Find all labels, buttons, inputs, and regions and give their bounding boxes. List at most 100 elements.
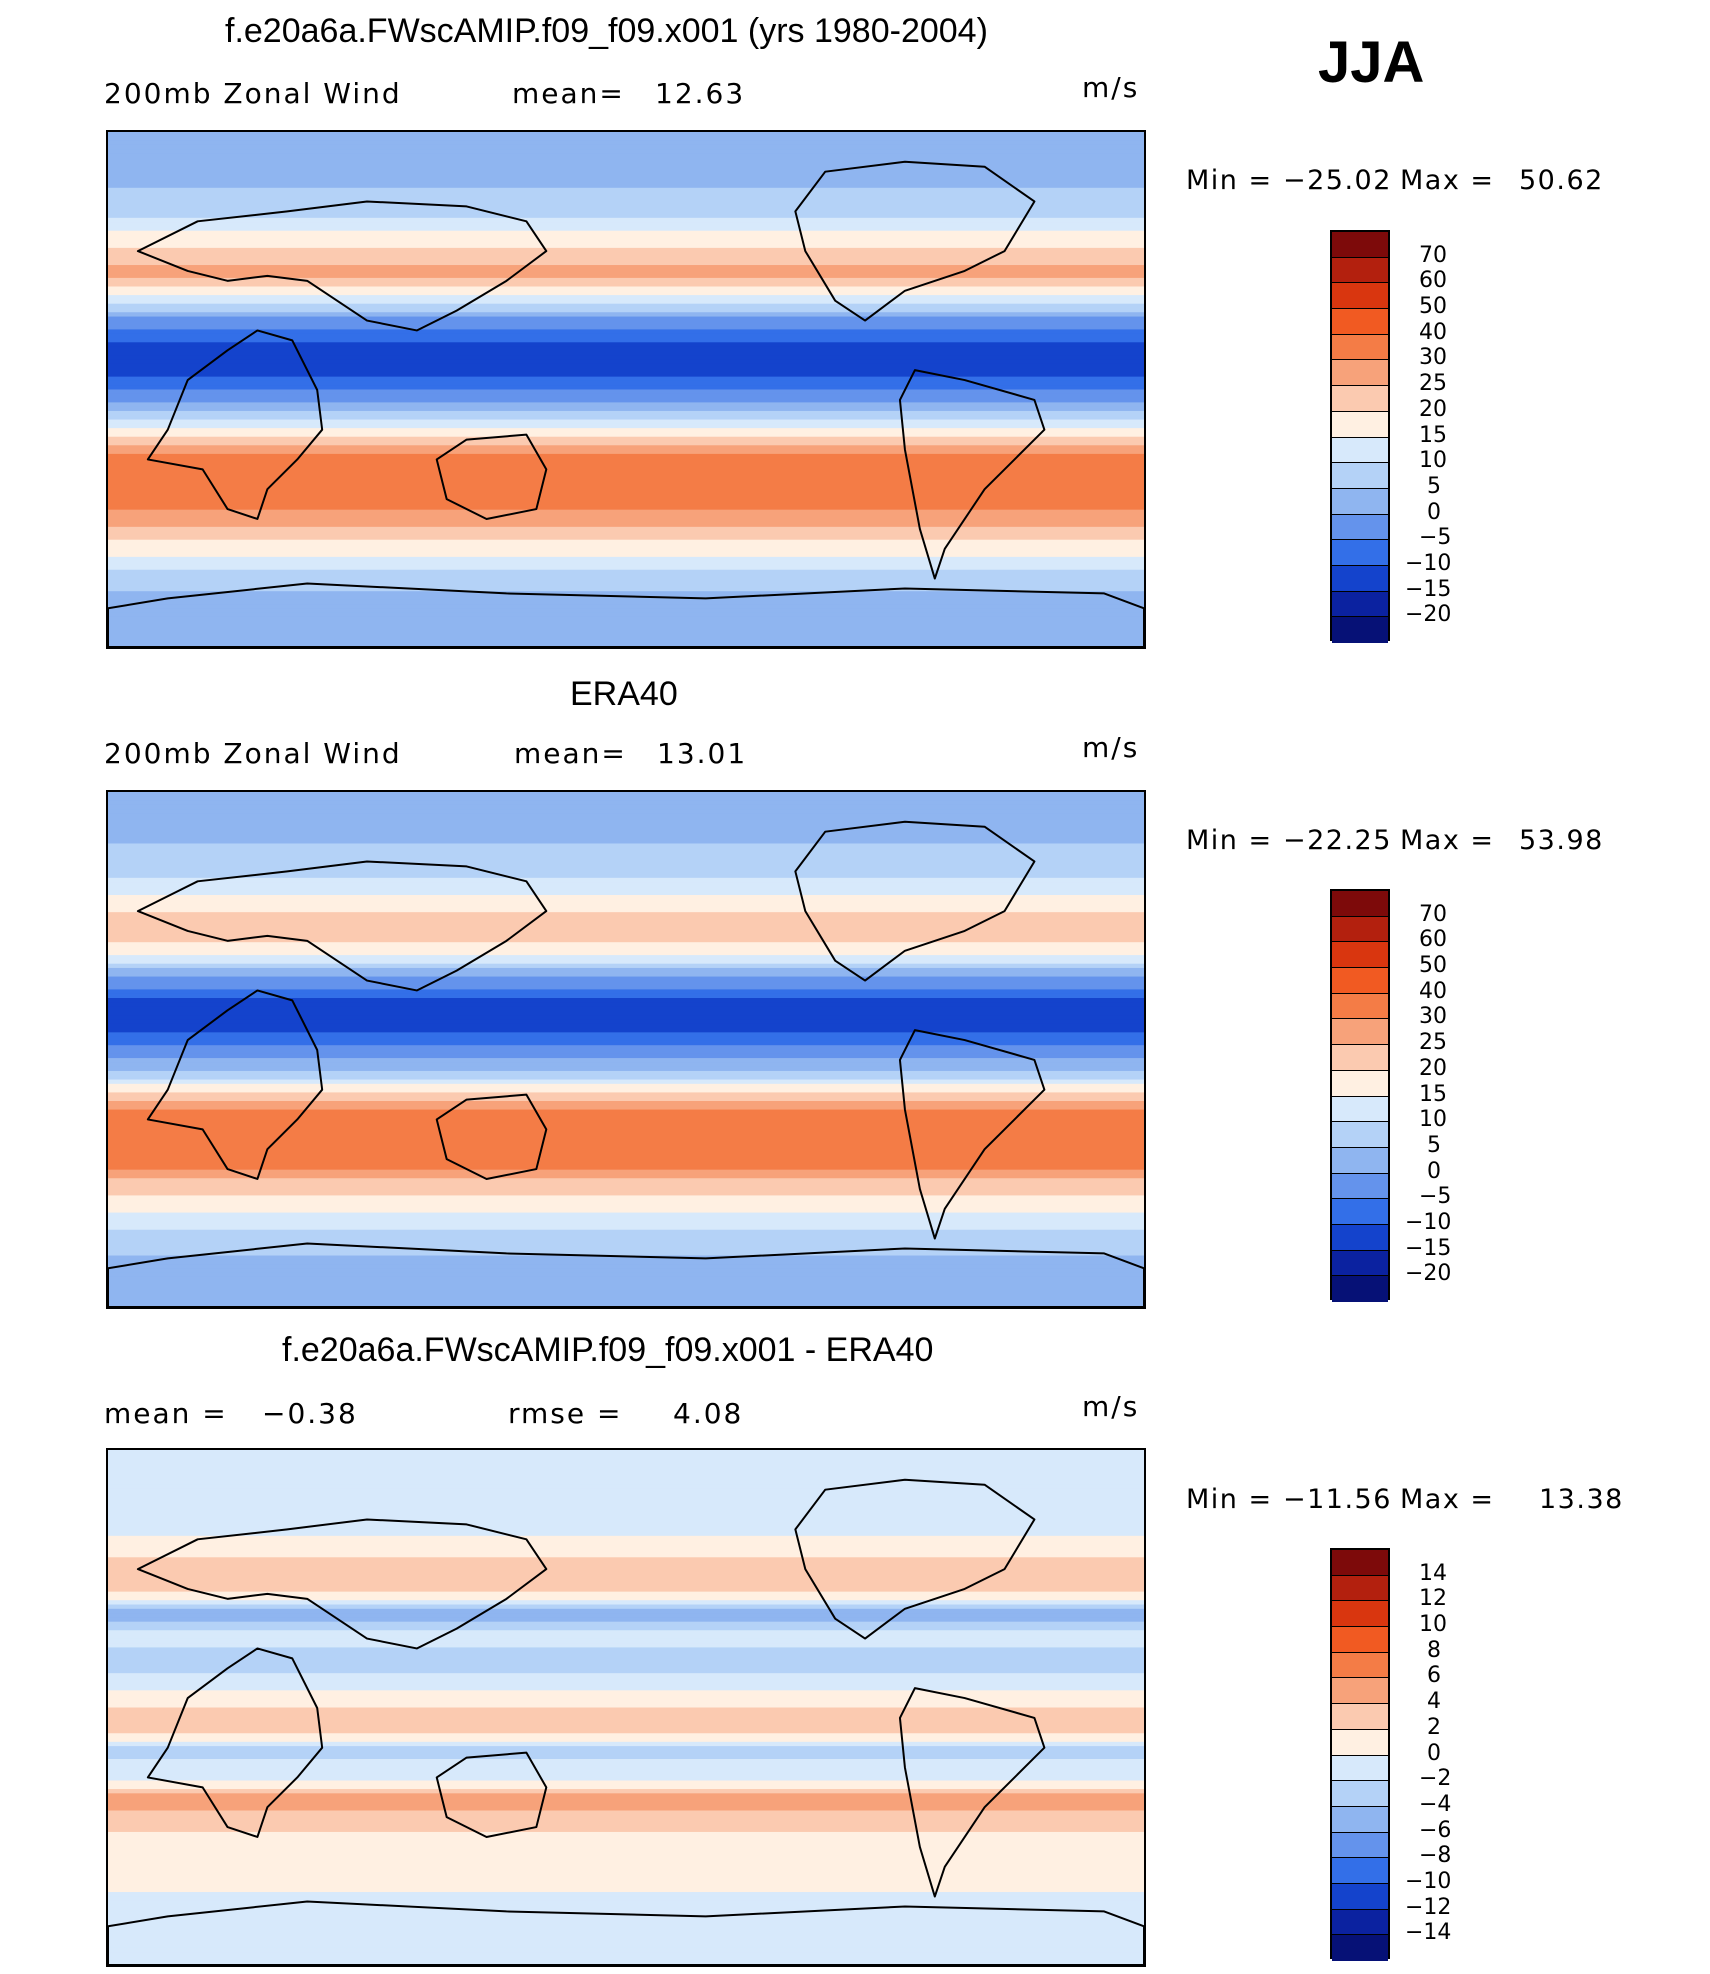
colorbar-swatch — [1332, 1781, 1388, 1807]
colorbar-tick-label: −8 — [1419, 1843, 1452, 1869]
contour-band — [108, 830, 1144, 836]
contour-band — [108, 937, 1144, 943]
contour-band — [108, 1246, 1144, 1252]
contour-band — [108, 972, 1144, 978]
contour-band — [108, 834, 1144, 840]
contour-band — [108, 1480, 1144, 1485]
contour-band — [108, 1934, 1144, 1940]
panel3-max-value: 13.38 — [1539, 1484, 1624, 1515]
contour-band — [108, 1694, 1144, 1700]
contour-band — [108, 1909, 1144, 1915]
contour-band — [108, 1643, 1144, 1649]
contour-band — [108, 839, 1144, 845]
contour-band — [108, 800, 1144, 806]
colorbar-swatch — [1332, 283, 1388, 310]
contour-band — [108, 157, 1144, 163]
contour-band — [108, 402, 1144, 408]
contour-band — [108, 629, 1144, 635]
colorbar-swatch — [1332, 334, 1388, 361]
colorbar-tick-label: −5 — [1419, 1184, 1452, 1210]
contour-band — [108, 196, 1144, 202]
colorbar-tick-label: 40 — [1419, 319, 1447, 345]
panel2-map — [106, 790, 1146, 1309]
contour-band — [108, 243, 1144, 249]
contour-band — [108, 950, 1144, 956]
contour-band — [108, 804, 1144, 810]
colorbar-tick-label: 15 — [1419, 1081, 1447, 1107]
contour-band — [108, 1724, 1144, 1730]
colorbar-swatch — [1332, 1173, 1388, 1200]
contour-band — [108, 616, 1144, 622]
colorbar-tick-label: −14 — [1405, 1920, 1452, 1946]
contour-band — [108, 929, 1144, 935]
contour-band — [108, 1105, 1144, 1111]
contour-band — [108, 599, 1144, 605]
contour-band — [108, 1587, 1144, 1593]
colorbar-tick-label: −12 — [1405, 1894, 1452, 1920]
contour-band — [108, 1182, 1144, 1188]
contour-band — [108, 1186, 1144, 1192]
contour-band — [108, 453, 1144, 459]
contour-band — [108, 1199, 1144, 1205]
contour-band — [108, 204, 1144, 210]
contour-band — [108, 1673, 1144, 1679]
colorbar-tick-label: 70 — [1419, 901, 1447, 927]
contour-band — [108, 436, 1144, 442]
colorbar-swatch — [1332, 1575, 1388, 1602]
contour-band — [108, 350, 1144, 356]
contour-band — [108, 1741, 1144, 1747]
contour-band — [108, 299, 1144, 305]
coastline — [435, 1751, 548, 1838]
panel2-max-value: 53.98 — [1519, 825, 1604, 856]
contour-band — [108, 1006, 1144, 1012]
contour-band — [108, 213, 1144, 219]
contour-band — [108, 1126, 1144, 1132]
contour-band — [108, 1032, 1144, 1038]
contour-band — [108, 1156, 1144, 1162]
colorbar-tick-label: 30 — [1419, 345, 1447, 371]
contour-band — [108, 582, 1144, 588]
contour-band — [108, 912, 1144, 918]
contour-band — [108, 1887, 1144, 1893]
map-field — [108, 132, 1144, 647]
contour-band — [108, 817, 1144, 823]
contour-band — [108, 316, 1144, 322]
contour-band — [108, 933, 1144, 939]
contour-band — [108, 1707, 1144, 1713]
contour-band — [108, 1083, 1144, 1089]
contour-band — [108, 1002, 1144, 1008]
contour-band — [108, 1066, 1144, 1072]
contour-band — [108, 826, 1144, 832]
contour-band — [108, 890, 1144, 896]
contour-band — [108, 174, 1144, 180]
contour-band — [108, 1540, 1144, 1546]
panel3-colorbar — [1330, 1548, 1390, 1961]
contour-band — [108, 989, 1144, 995]
contour-band — [108, 1272, 1144, 1278]
colorbar-tick-label: 40 — [1419, 978, 1447, 1004]
contour-band — [108, 230, 1144, 236]
contour-band — [108, 1118, 1144, 1124]
panel3-mean-value: −0.38 — [262, 1397, 358, 1430]
contour-band — [108, 638, 1144, 644]
colorbar-swatch — [1332, 411, 1388, 438]
contour-band — [108, 1904, 1144, 1910]
contour-band — [108, 307, 1144, 313]
contour-band — [108, 1728, 1144, 1734]
contour-band — [108, 963, 1144, 969]
contour-band — [108, 1492, 1144, 1498]
contour-band — [108, 1651, 1144, 1657]
colorbar-swatch — [1332, 1147, 1388, 1174]
contour-band — [108, 410, 1144, 416]
contour-band — [108, 372, 1144, 378]
colorbar-tick-label: −5 — [1419, 525, 1452, 551]
contour-band — [108, 1883, 1144, 1889]
panel3-rmse-value: 4.08 — [673, 1397, 744, 1430]
contour-band — [108, 1553, 1144, 1558]
contour-band — [108, 170, 1144, 176]
contour-band — [108, 1527, 1144, 1533]
contour-band — [108, 359, 1144, 365]
coastline — [146, 1647, 324, 1838]
colorbar-tick-label: −4 — [1419, 1791, 1452, 1817]
contour-band — [108, 946, 1144, 952]
